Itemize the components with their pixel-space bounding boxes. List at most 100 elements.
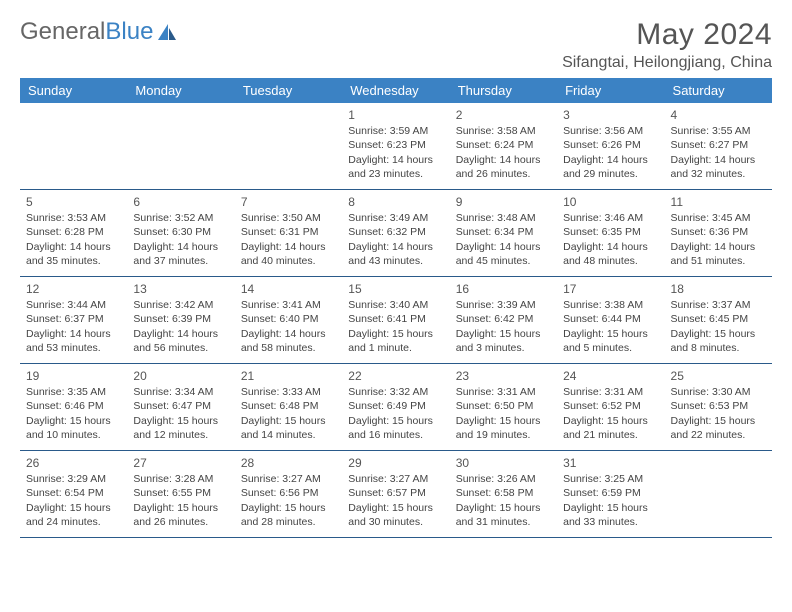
- daylight-text-1: Daylight: 14 hours: [241, 327, 336, 341]
- daylight-text-1: Daylight: 15 hours: [563, 327, 658, 341]
- week-row: 5Sunrise: 3:53 AMSunset: 6:28 PMDaylight…: [20, 190, 772, 277]
- daylight-text-2: and 58 minutes.: [241, 341, 336, 355]
- daylight-text-1: Daylight: 15 hours: [456, 327, 551, 341]
- day-cell: 28Sunrise: 3:27 AMSunset: 6:56 PMDayligh…: [235, 451, 342, 537]
- sunrise-text: Sunrise: 3:42 AM: [133, 298, 228, 312]
- daylight-text-2: and 28 minutes.: [241, 515, 336, 529]
- day-number: 1: [348, 107, 443, 123]
- sunrise-text: Sunrise: 3:55 AM: [671, 124, 766, 138]
- sunrise-text: Sunrise: 3:26 AM: [456, 472, 551, 486]
- daylight-text-2: and 33 minutes.: [563, 515, 658, 529]
- month-title: May 2024: [562, 18, 772, 52]
- day-cell: 21Sunrise: 3:33 AMSunset: 6:48 PMDayligh…: [235, 364, 342, 450]
- sunset-text: Sunset: 6:46 PM: [26, 399, 121, 413]
- daylight-text-1: Daylight: 15 hours: [241, 414, 336, 428]
- daylight-text-2: and 35 minutes.: [26, 254, 121, 268]
- week-row: 26Sunrise: 3:29 AMSunset: 6:54 PMDayligh…: [20, 451, 772, 538]
- day-number: 28: [241, 455, 336, 471]
- day-number: 7: [241, 194, 336, 210]
- logo-part1: General: [20, 18, 105, 46]
- week-row: 19Sunrise: 3:35 AMSunset: 6:46 PMDayligh…: [20, 364, 772, 451]
- sunrise-text: Sunrise: 3:58 AM: [456, 124, 551, 138]
- daylight-text-2: and 10 minutes.: [26, 428, 121, 442]
- sunrise-text: Sunrise: 3:50 AM: [241, 211, 336, 225]
- daylight-text-1: Daylight: 15 hours: [133, 501, 228, 515]
- day-number: 31: [563, 455, 658, 471]
- sunrise-text: Sunrise: 3:41 AM: [241, 298, 336, 312]
- day-number: 3: [563, 107, 658, 123]
- day-cell: 2Sunrise: 3:58 AMSunset: 6:24 PMDaylight…: [450, 103, 557, 189]
- day-cell: 25Sunrise: 3:30 AMSunset: 6:53 PMDayligh…: [665, 364, 772, 450]
- day-cell: 10Sunrise: 3:46 AMSunset: 6:35 PMDayligh…: [557, 190, 664, 276]
- sunrise-text: Sunrise: 3:46 AM: [563, 211, 658, 225]
- empty-cell: [235, 103, 342, 189]
- sunset-text: Sunset: 6:34 PM: [456, 225, 551, 239]
- daylight-text-1: Daylight: 15 hours: [563, 501, 658, 515]
- sunset-text: Sunset: 6:30 PM: [133, 225, 228, 239]
- daylight-text-2: and 29 minutes.: [563, 167, 658, 181]
- sunrise-text: Sunrise: 3:34 AM: [133, 385, 228, 399]
- weekday-header: Tuesday: [235, 78, 342, 103]
- daylight-text-1: Daylight: 14 hours: [456, 153, 551, 167]
- logo: GeneralBlue: [20, 18, 178, 46]
- day-cell: 22Sunrise: 3:32 AMSunset: 6:49 PMDayligh…: [342, 364, 449, 450]
- daylight-text-1: Daylight: 15 hours: [26, 414, 121, 428]
- weekday-header: Wednesday: [342, 78, 449, 103]
- sunrise-text: Sunrise: 3:56 AM: [563, 124, 658, 138]
- sunset-text: Sunset: 6:55 PM: [133, 486, 228, 500]
- day-number: 12: [26, 281, 121, 297]
- daylight-text-2: and 51 minutes.: [671, 254, 766, 268]
- daylight-text-1: Daylight: 14 hours: [563, 240, 658, 254]
- daylight-text-2: and 31 minutes.: [456, 515, 551, 529]
- sunset-text: Sunset: 6:57 PM: [348, 486, 443, 500]
- day-cell: 14Sunrise: 3:41 AMSunset: 6:40 PMDayligh…: [235, 277, 342, 363]
- day-number: 26: [26, 455, 121, 471]
- sunset-text: Sunset: 6:32 PM: [348, 225, 443, 239]
- day-number: 21: [241, 368, 336, 384]
- daylight-text-2: and 32 minutes.: [671, 167, 766, 181]
- daylight-text-1: Daylight: 15 hours: [348, 414, 443, 428]
- day-cell: 20Sunrise: 3:34 AMSunset: 6:47 PMDayligh…: [127, 364, 234, 450]
- sunrise-text: Sunrise: 3:31 AM: [456, 385, 551, 399]
- daylight-text-2: and 3 minutes.: [456, 341, 551, 355]
- daylight-text-2: and 26 minutes.: [456, 167, 551, 181]
- daylight-text-1: Daylight: 14 hours: [26, 327, 121, 341]
- sunset-text: Sunset: 6:40 PM: [241, 312, 336, 326]
- sunset-text: Sunset: 6:37 PM: [26, 312, 121, 326]
- day-number: 15: [348, 281, 443, 297]
- daylight-text-1: Daylight: 15 hours: [348, 501, 443, 515]
- daylight-text-2: and 37 minutes.: [133, 254, 228, 268]
- sunset-text: Sunset: 6:50 PM: [456, 399, 551, 413]
- empty-cell: [127, 103, 234, 189]
- day-cell: 29Sunrise: 3:27 AMSunset: 6:57 PMDayligh…: [342, 451, 449, 537]
- sunrise-text: Sunrise: 3:45 AM: [671, 211, 766, 225]
- day-number: 30: [456, 455, 551, 471]
- weekday-header: Thursday: [450, 78, 557, 103]
- daylight-text-2: and 43 minutes.: [348, 254, 443, 268]
- day-cell: 17Sunrise: 3:38 AMSunset: 6:44 PMDayligh…: [557, 277, 664, 363]
- daylight-text-1: Daylight: 15 hours: [348, 327, 443, 341]
- sunrise-text: Sunrise: 3:27 AM: [348, 472, 443, 486]
- day-number: 18: [671, 281, 766, 297]
- day-number: 24: [563, 368, 658, 384]
- sunrise-text: Sunrise: 3:52 AM: [133, 211, 228, 225]
- empty-cell: [665, 451, 772, 537]
- sunrise-text: Sunrise: 3:28 AM: [133, 472, 228, 486]
- daylight-text-2: and 26 minutes.: [133, 515, 228, 529]
- sunset-text: Sunset: 6:31 PM: [241, 225, 336, 239]
- sunrise-text: Sunrise: 3:59 AM: [348, 124, 443, 138]
- sunrise-text: Sunrise: 3:44 AM: [26, 298, 121, 312]
- day-cell: 12Sunrise: 3:44 AMSunset: 6:37 PMDayligh…: [20, 277, 127, 363]
- day-cell: 11Sunrise: 3:45 AMSunset: 6:36 PMDayligh…: [665, 190, 772, 276]
- daylight-text-1: Daylight: 15 hours: [671, 414, 766, 428]
- day-number: 20: [133, 368, 228, 384]
- daylight-text-1: Daylight: 15 hours: [671, 327, 766, 341]
- sunrise-text: Sunrise: 3:48 AM: [456, 211, 551, 225]
- sunset-text: Sunset: 6:24 PM: [456, 138, 551, 152]
- sunrise-text: Sunrise: 3:39 AM: [456, 298, 551, 312]
- daylight-text-2: and 5 minutes.: [563, 341, 658, 355]
- logo-sail-icon: [156, 22, 178, 42]
- sunrise-text: Sunrise: 3:49 AM: [348, 211, 443, 225]
- day-number: 10: [563, 194, 658, 210]
- calendar: SundayMondayTuesdayWednesdayThursdayFrid…: [20, 78, 772, 538]
